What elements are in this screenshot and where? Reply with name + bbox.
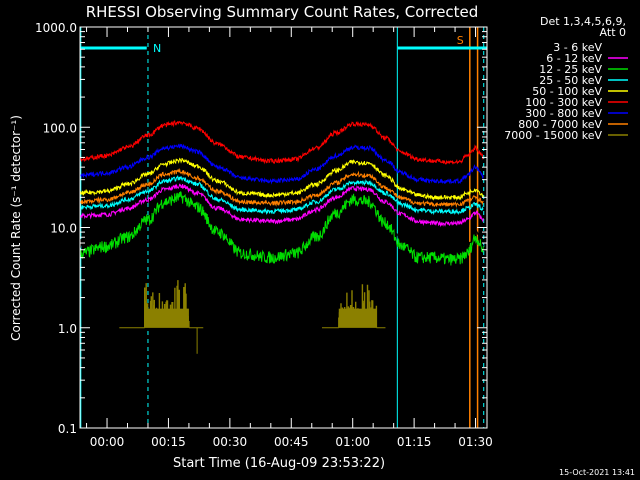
legend-header: Det 1,3,4,5,6,9,: [540, 15, 626, 28]
legend-entry: 800 - 7000 keV: [518, 118, 602, 131]
marker-s: S: [457, 34, 464, 47]
legend-entry: 50 - 100 keV: [532, 85, 602, 98]
series-line: [79, 157, 484, 202]
x-axis-label: Start Time (16-Aug-09 23:53:22): [173, 456, 385, 471]
x-tick-label: 00:00: [90, 435, 125, 449]
series-line: [79, 199, 484, 257]
legend-entry: 6 - 12 keV: [546, 52, 602, 65]
legend-entry: 7000 - 15000 keV: [504, 129, 602, 142]
series-line: [79, 174, 484, 216]
y-tick-label: 1000.0: [35, 21, 77, 35]
x-tick-label: 00:45: [274, 435, 309, 449]
high-energy-block: [144, 308, 189, 328]
y-tick-label: 0.1: [58, 422, 77, 436]
x-tick-label: 01:00: [335, 435, 370, 449]
x-tick-label: 01:30: [458, 435, 493, 449]
legend-entry: 300 - 800 keV: [525, 107, 602, 120]
x-tick-label: 01:15: [397, 435, 432, 449]
timestamp: 15-Oct-2021 13:41: [559, 468, 635, 477]
plot-area: NS: [79, 27, 487, 428]
series-line: [79, 183, 484, 228]
legend-entry: 100 - 300 keV: [525, 96, 602, 109]
axis-ticks: 1000.0 100.0 10.0 1.0 0.1 00:00 00:15 00:30 00:4…: [35, 21, 493, 449]
y-tick-label: 10.0: [50, 222, 77, 236]
x-tick-label: 00:30: [213, 435, 248, 449]
high-energy-block: [338, 308, 377, 328]
series-line: [80, 143, 484, 185]
y-axis-label: Corrected Count Rate (s⁻¹ detector⁻¹): [9, 115, 23, 341]
x-tick-label: 00:15: [151, 435, 186, 449]
series-line: [80, 167, 484, 208]
y-tick-label: 100.0: [43, 121, 77, 135]
series-line: [79, 191, 484, 266]
marker-n: N: [153, 42, 161, 55]
y-tick-label: 1.0: [58, 322, 77, 336]
legend-entry: 3 - 6 keV: [553, 41, 602, 54]
series-line: [79, 119, 484, 165]
legend-entry: 25 - 50 keV: [539, 74, 602, 87]
legend-entry: 12 - 25 keV: [539, 63, 602, 76]
legend-header: Att 0: [600, 26, 626, 39]
chart-title: RHESSI Observing Summary Count Rates, Co…: [86, 3, 479, 21]
